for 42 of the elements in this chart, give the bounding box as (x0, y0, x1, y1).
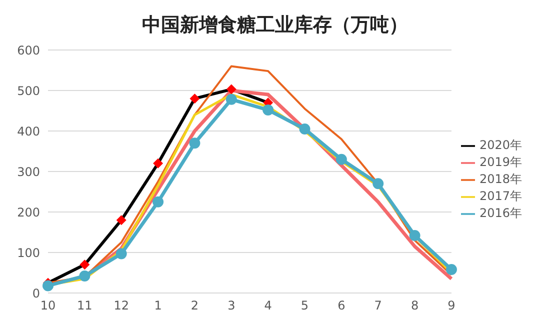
x-tick-label: 8 (410, 298, 419, 313)
x-tick-label: 7 (374, 298, 382, 313)
point (372, 178, 384, 190)
y-tick-label: 0 (32, 286, 40, 300)
x-tick-label: 9 (448, 298, 456, 313)
y-tick-label: 200 (17, 205, 40, 220)
x-tick-label: 1 (154, 298, 162, 313)
point (152, 196, 164, 208)
legend-label: 2019年 (479, 155, 522, 169)
point (79, 270, 90, 282)
point (190, 94, 200, 104)
x-tick-label: 2 (190, 298, 199, 313)
x-tick-label: 6 (338, 298, 346, 313)
y-tick-label: 300 (17, 164, 40, 179)
legend-label: 2017年 (479, 189, 522, 203)
point (409, 230, 420, 241)
point (189, 138, 200, 149)
point (262, 104, 274, 116)
x-tick-label: 3 (228, 298, 236, 313)
x-tick-label: 12 (114, 298, 129, 313)
point (116, 215, 126, 226)
y-tick-label: 500 (17, 84, 40, 98)
x-tick-label: 5 (300, 298, 309, 313)
x-tick-label: 11 (77, 298, 92, 313)
y-tick-label: 600 (17, 43, 40, 58)
point (42, 280, 54, 292)
point (226, 84, 236, 94)
point (446, 264, 457, 276)
y-tick-label: 400 (17, 124, 40, 138)
point (226, 94, 237, 105)
chart-title: 中国新增食糖工业库存（万吨） (141, 13, 409, 38)
point (336, 154, 347, 165)
x-tick-label: 4 (264, 298, 272, 313)
x-tick-label: 10 (40, 298, 56, 313)
legend-label: 2018年 (479, 172, 522, 186)
point (299, 123, 310, 134)
y-tick-label: 100 (17, 246, 40, 260)
legend-label: 2016年 (479, 206, 522, 220)
point (153, 158, 164, 168)
point (116, 248, 127, 260)
legend-label: 2020年 (479, 138, 522, 152)
point (80, 260, 90, 270)
